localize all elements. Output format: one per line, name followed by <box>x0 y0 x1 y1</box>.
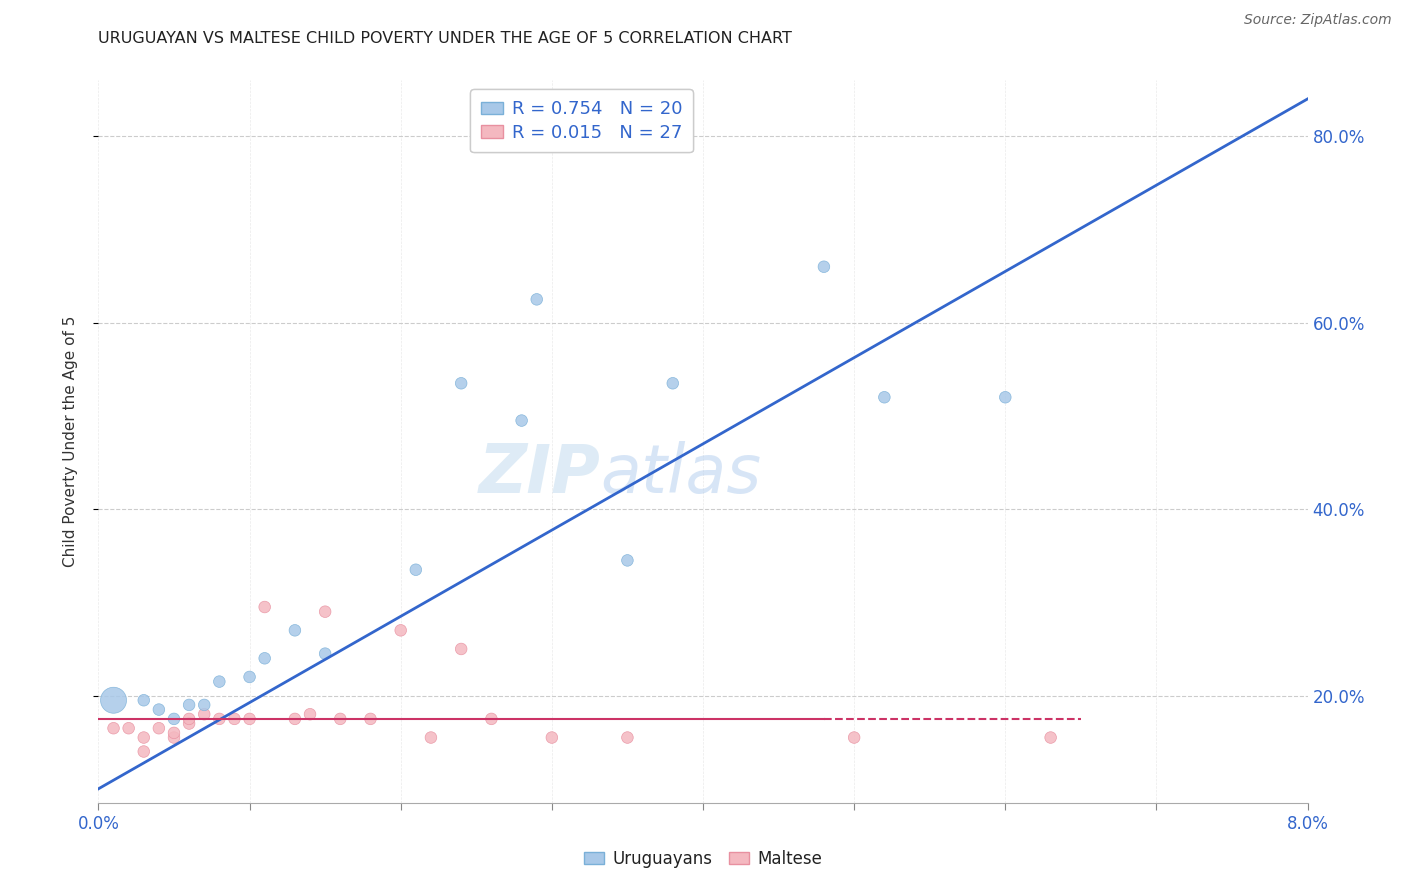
Point <box>314 605 336 619</box>
Legend: Uruguayans, Maltese: Uruguayans, Maltese <box>578 844 828 875</box>
Point <box>873 390 896 404</box>
Point <box>239 712 262 726</box>
Point <box>118 721 141 735</box>
Point <box>314 647 336 661</box>
Point <box>360 712 382 726</box>
Point <box>103 693 125 707</box>
Point <box>132 731 155 745</box>
Point <box>132 693 155 707</box>
Legend: R = 0.754   N = 20, R = 0.015   N = 27: R = 0.754 N = 20, R = 0.015 N = 27 <box>470 89 693 153</box>
Point <box>844 731 866 745</box>
Point <box>253 651 276 665</box>
Point <box>450 376 472 391</box>
Point <box>284 624 307 638</box>
Point <box>132 745 155 759</box>
Point <box>450 642 472 657</box>
Point <box>193 707 215 722</box>
Point <box>420 731 443 745</box>
Point <box>253 600 276 615</box>
Point <box>179 698 201 712</box>
Point <box>224 712 246 726</box>
Point <box>148 721 170 735</box>
Point <box>1039 731 1062 745</box>
Point <box>299 707 322 722</box>
Point <box>193 698 215 712</box>
Point <box>540 731 562 745</box>
Point <box>616 553 638 567</box>
Text: atlas: atlas <box>600 441 761 507</box>
Y-axis label: Child Poverty Under the Age of 5: Child Poverty Under the Age of 5 <box>63 316 77 567</box>
Text: Source: ZipAtlas.com: Source: ZipAtlas.com <box>1244 13 1392 28</box>
Point <box>813 260 835 274</box>
Point <box>661 376 683 391</box>
Text: URUGUAYAN VS MALTESE CHILD POVERTY UNDER THE AGE OF 5 CORRELATION CHART: URUGUAYAN VS MALTESE CHILD POVERTY UNDER… <box>98 31 793 46</box>
Point <box>526 293 548 307</box>
Point <box>179 712 201 726</box>
Point <box>389 624 412 638</box>
Point <box>510 413 533 427</box>
Point <box>239 670 262 684</box>
Point <box>179 716 201 731</box>
Point <box>405 563 427 577</box>
Point <box>163 712 186 726</box>
Point <box>284 712 307 726</box>
Point <box>103 721 125 735</box>
Point <box>208 674 231 689</box>
Point <box>329 712 352 726</box>
Point <box>163 731 186 745</box>
Point <box>481 712 503 726</box>
Point <box>148 702 170 716</box>
Point <box>163 726 186 740</box>
Point <box>616 731 638 745</box>
Point <box>994 390 1017 404</box>
Text: ZIP: ZIP <box>478 441 600 507</box>
Point <box>208 712 231 726</box>
